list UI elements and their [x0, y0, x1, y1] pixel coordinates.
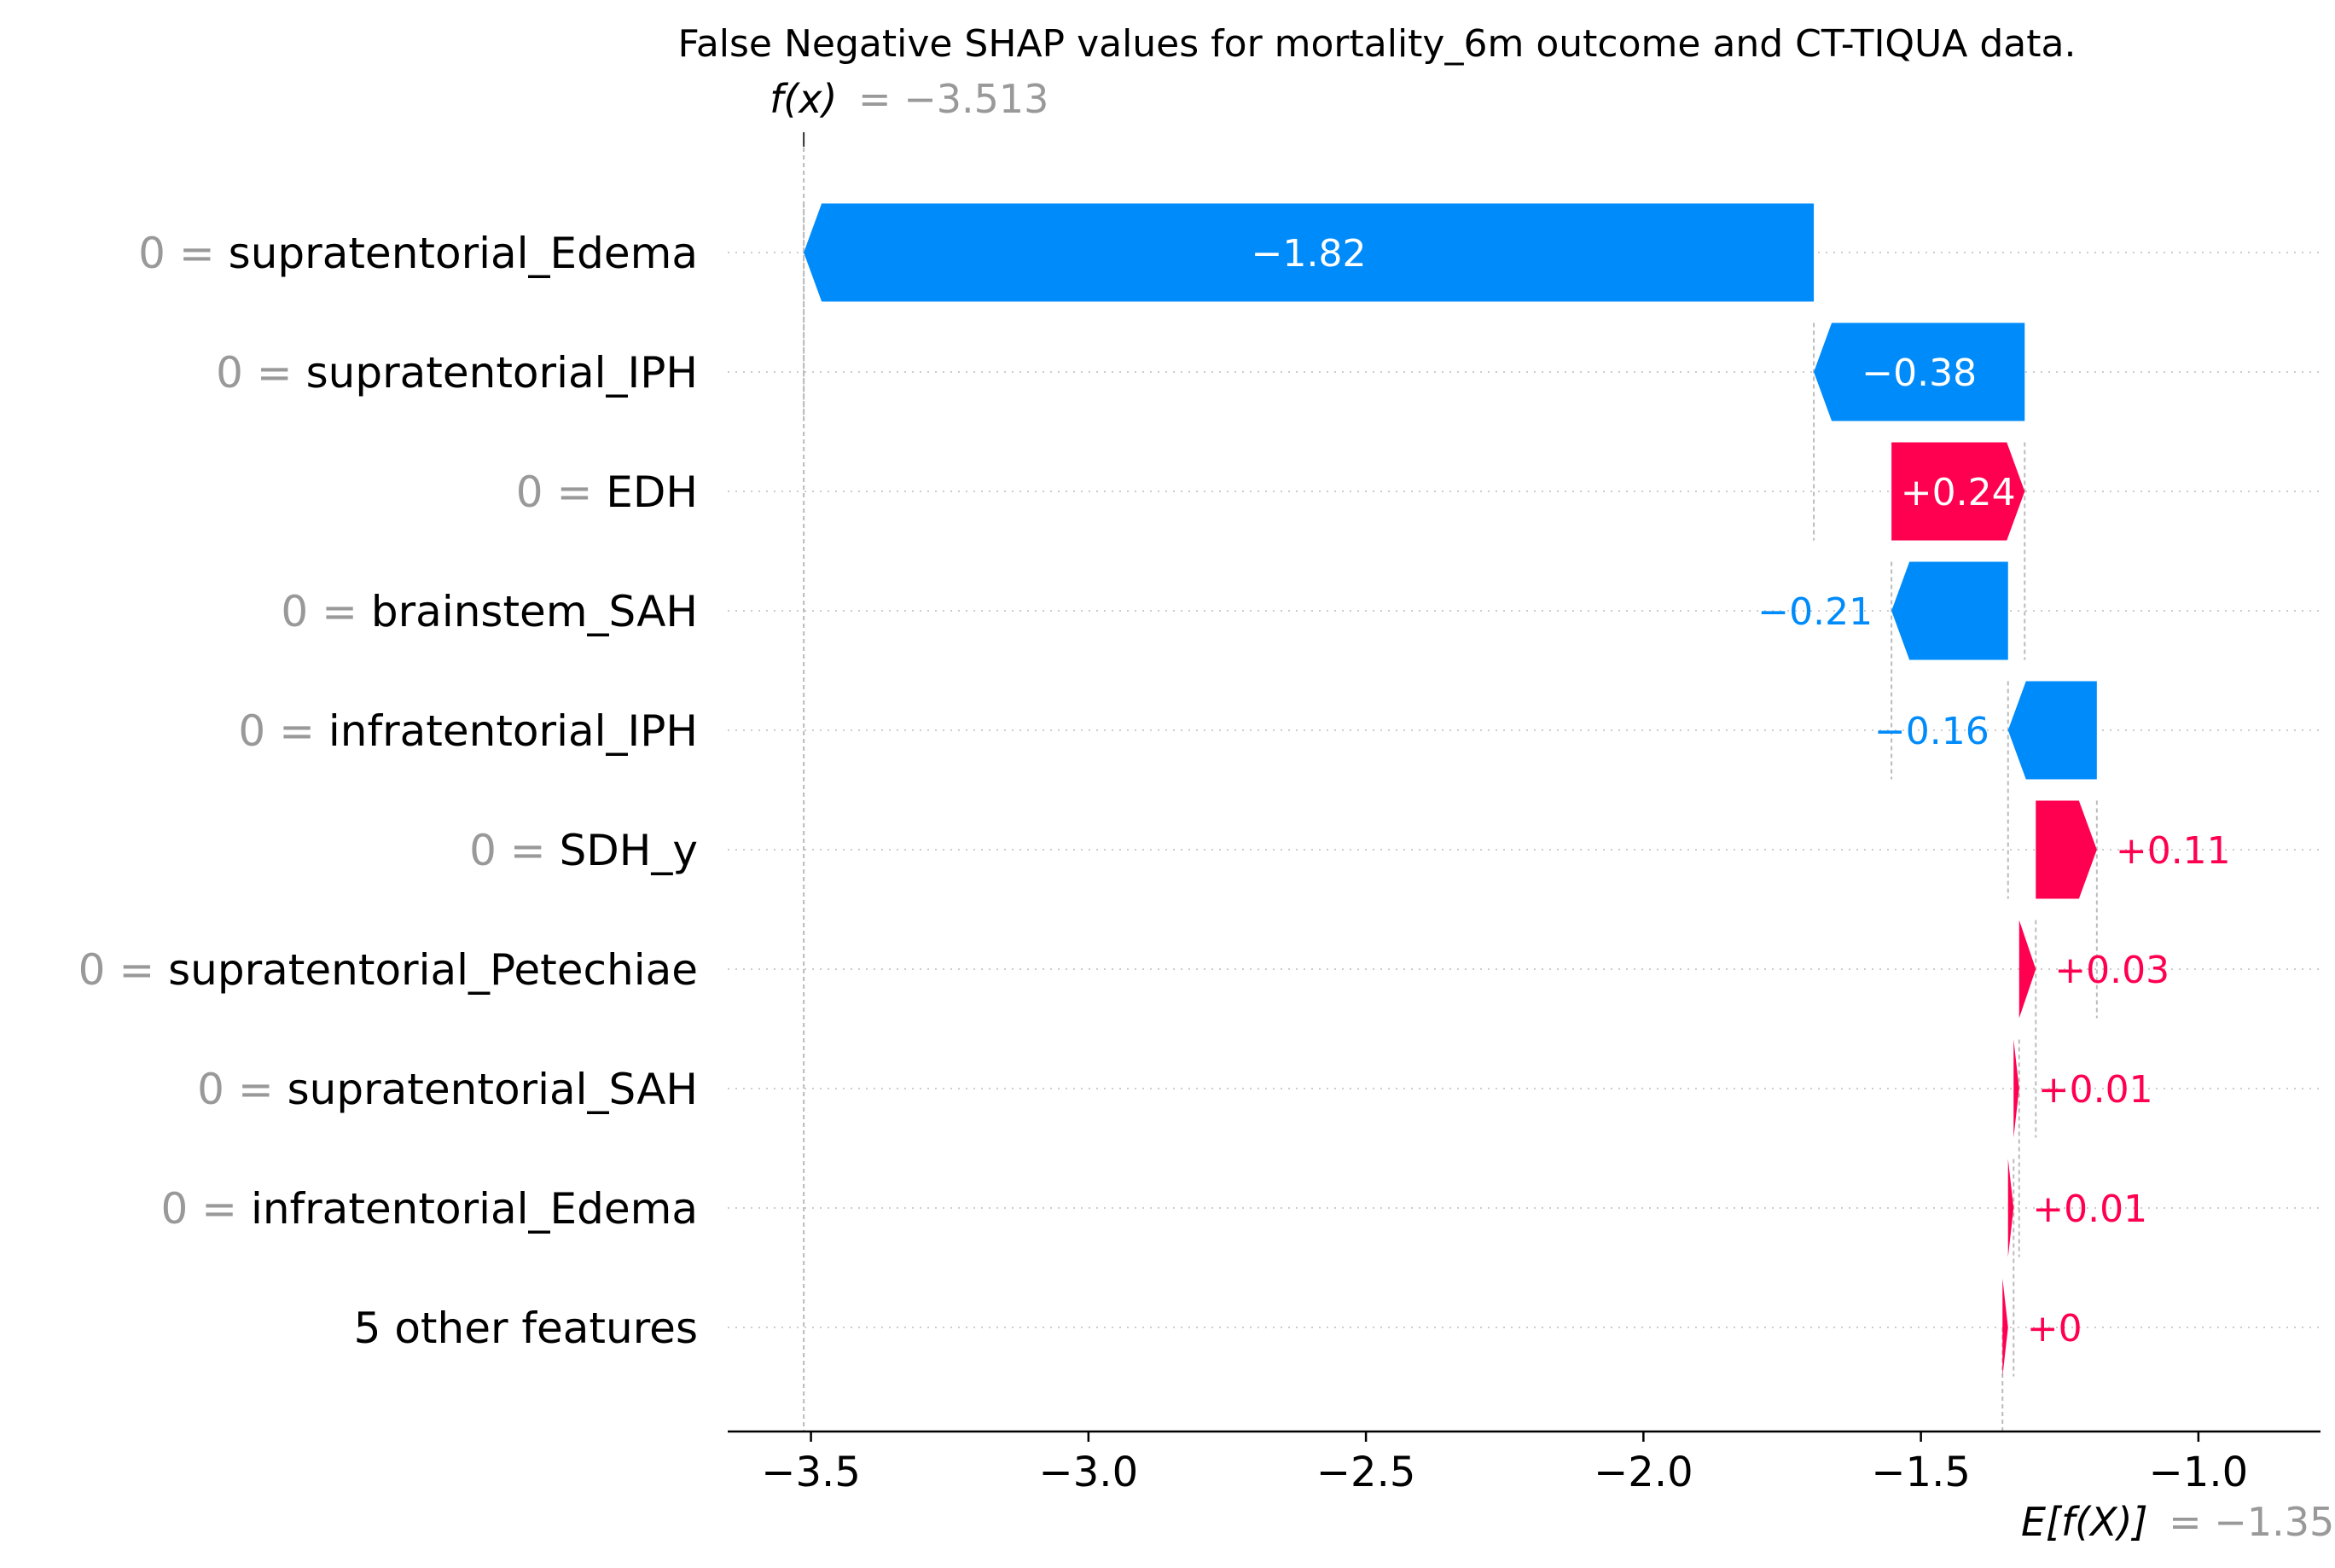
bars: −1.82 −0.38 +0.24 −0.21 −0.16 +0.11 +0.03 +0.01… — [804, 203, 2231, 1377]
waterfall-bar — [1891, 561, 2008, 660]
feature-value: 0 = — [216, 348, 306, 398]
feature-label: 0 = supratentorial_IPH — [216, 348, 698, 398]
waterfall-bar — [1891, 442, 2025, 541]
bar-value-label: −1.82 — [1252, 232, 1367, 276]
x-tick-label: −1.5 — [1871, 1449, 1971, 1496]
feature-name: supratentorial_Edema — [229, 229, 698, 278]
waterfall-bar — [2007, 1159, 2014, 1257]
feature-name: 5 other features — [354, 1304, 698, 1353]
feature-name: supratentorial_SAH — [288, 1065, 698, 1114]
waterfall-bar — [2002, 1278, 2008, 1377]
feature-value: 0 = — [238, 706, 328, 756]
feature-value: 0 = — [160, 1184, 251, 1234]
feature-label: 0 = supratentorial_Edema — [138, 229, 698, 278]
feature-label: 0 = EDH — [516, 467, 698, 517]
feature-value: 0 = — [281, 587, 371, 636]
feature-label: 0 = infratentorial_IPH — [238, 706, 698, 756]
waterfall-bar — [2036, 800, 2097, 899]
x-tick-label: −3.5 — [761, 1449, 861, 1496]
x-tick-label: −1.0 — [2149, 1449, 2249, 1496]
fx-label: f(x) = −3.513 — [770, 76, 1048, 122]
feature-name: SDH_y — [560, 826, 698, 875]
feature-name: EDH — [606, 467, 698, 517]
feature-label: 0 = supratentorial_SAH — [197, 1065, 698, 1114]
chart-title: False Negative SHAP values for mortality… — [678, 22, 2077, 66]
feature-value: 0 = — [516, 467, 607, 517]
feature-name: infratentorial_Edema — [251, 1184, 698, 1234]
feature-label: 0 = SDH_y — [469, 826, 698, 875]
waterfall-bar — [2007, 681, 2097, 780]
bar-value-label: +0 — [2027, 1307, 2082, 1350]
bar-value-label: +0.03 — [2054, 949, 2169, 992]
waterfall-bar — [804, 203, 1815, 302]
feature-name: infratentorial_IPH — [328, 706, 698, 756]
waterfall-bar — [2013, 1039, 2019, 1138]
ex-label-symbol: E[f(X)] — [2021, 1499, 2148, 1545]
fx-label-value: = −3.513 — [858, 76, 1048, 122]
ex-label-value: = −1.353 — [2169, 1499, 2335, 1545]
feature-value: 0 = — [78, 945, 169, 995]
feature-label: 0 = supratentorial_Petechiae — [78, 945, 698, 995]
x-tick-label: −2.5 — [1316, 1449, 1416, 1496]
row-gridlines — [728, 252, 2320, 1328]
guide-lines — [803, 132, 2098, 1432]
x-axis: −3.5 −3.0 −2.5 −2.0 −1.5 −1.0 — [728, 1430, 2320, 1496]
feature-label: 0 = infratentorial_Edema — [160, 1184, 698, 1234]
bar-value-label: +0.11 — [2116, 829, 2231, 873]
feature-name: brainstem_SAH — [371, 587, 698, 636]
bar-value-label: −0.21 — [1757, 590, 1873, 634]
x-tick-label: −2.0 — [1594, 1449, 1693, 1496]
x-tick-label: −3.0 — [1039, 1449, 1139, 1496]
feature-value: 0 = — [197, 1065, 288, 1114]
bar-value-label: +0.24 — [1901, 471, 2016, 514]
feature-name: supratentorial_IPH — [306, 348, 698, 398]
ex-label: E[f(X)] = −1.353 — [2021, 1499, 2335, 1545]
feature-name: supratentorial_Petechiae — [168, 945, 698, 995]
bar-value-label: +0.01 — [2038, 1068, 2153, 1112]
feature-value: 0 = — [469, 826, 560, 875]
feature-label: 5 other features — [354, 1304, 698, 1353]
bar-value-label: +0.01 — [2032, 1188, 2147, 1231]
waterfall-bar — [1814, 322, 2025, 421]
fx-label-symbol: f(x) — [770, 76, 837, 122]
bar-value-label: −0.38 — [1862, 351, 1977, 395]
feature-label: 0 = brainstem_SAH — [281, 587, 698, 636]
bar-value-label: −0.16 — [1874, 710, 1989, 753]
waterfall-bar — [2018, 920, 2036, 1019]
feature-value: 0 = — [138, 229, 229, 278]
